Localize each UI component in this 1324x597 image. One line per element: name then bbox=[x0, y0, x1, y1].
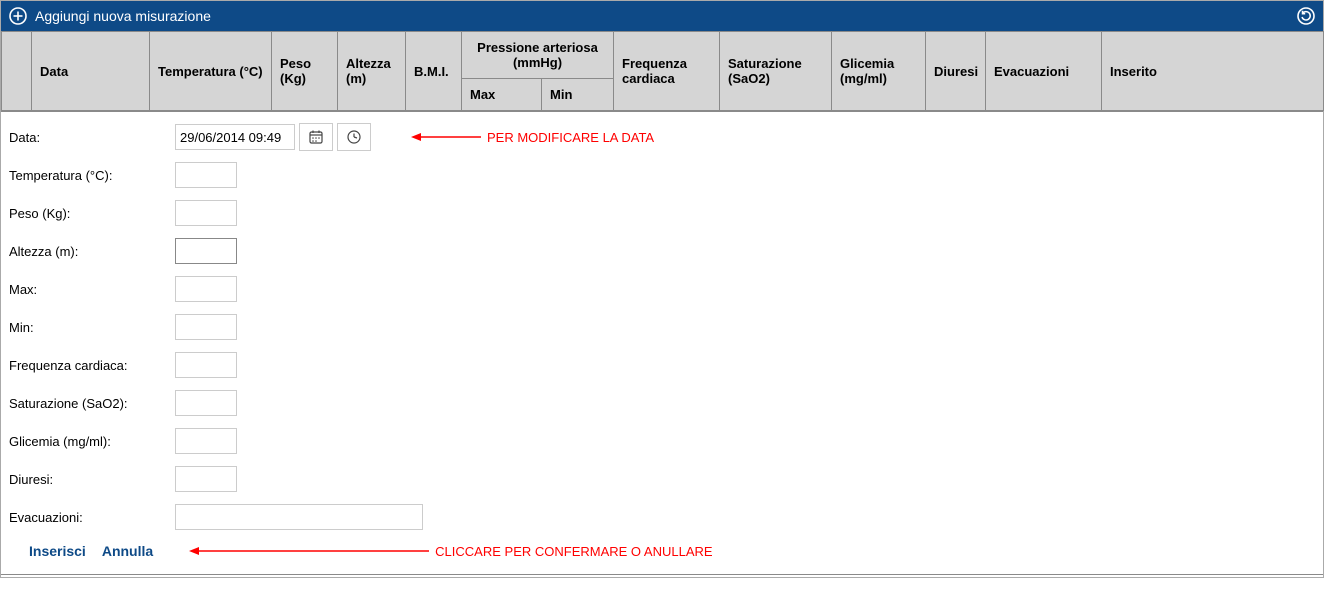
label-data: Data: bbox=[5, 130, 175, 145]
label-glic: Glicemia (mg/ml): bbox=[5, 434, 175, 449]
col-max: Max bbox=[462, 79, 542, 111]
label-altezza: Altezza (m): bbox=[5, 244, 175, 259]
freq-input[interactable] bbox=[175, 352, 237, 378]
insert-button[interactable]: Inserisci bbox=[29, 543, 86, 559]
altezza-input[interactable] bbox=[175, 238, 237, 264]
label-temp: Temperatura (°C): bbox=[5, 168, 175, 183]
titlebar-title: Aggiungi nuova misurazione bbox=[35, 8, 211, 24]
col-temp: Temperatura (°C) bbox=[150, 32, 272, 111]
annotation-actions: CLICCARE PER CONFERMARE O ANULLARE bbox=[189, 544, 712, 559]
column-header-table: Data Temperatura (°C) Peso (Kg) Altezza … bbox=[1, 31, 1324, 111]
calendar-icon[interactable] bbox=[299, 123, 333, 151]
annotation-date: PER MODIFICARE LA DATA bbox=[411, 130, 654, 145]
cancel-button[interactable]: Annulla bbox=[102, 543, 153, 559]
max-input[interactable] bbox=[175, 276, 237, 302]
sat-input[interactable] bbox=[175, 390, 237, 416]
label-peso: Peso (Kg): bbox=[5, 206, 175, 221]
col-sat: Saturazione (SaO2) bbox=[720, 32, 832, 111]
form-area: Data: PER MODIFICARE LA DATA Temperatura… bbox=[1, 111, 1323, 572]
label-diur: Diuresi: bbox=[5, 472, 175, 487]
col-peso: Peso (Kg) bbox=[272, 32, 338, 111]
col-evac: Evacuazioni bbox=[986, 32, 1102, 111]
col-pressione: Pressione arteriosa (mmHg) bbox=[462, 32, 614, 79]
add-icon[interactable] bbox=[7, 5, 29, 27]
panel: Aggiungi nuova misurazione Data Tempera bbox=[0, 0, 1324, 578]
col-expand bbox=[2, 32, 32, 111]
col-inserito: Inserito bbox=[1102, 32, 1324, 111]
peso-input[interactable] bbox=[175, 200, 237, 226]
bottom-rule bbox=[1, 574, 1323, 577]
col-min: Min bbox=[542, 79, 614, 111]
label-freq: Frequenza cardiaca: bbox=[5, 358, 175, 373]
col-glic: Glicemia (mg/ml) bbox=[832, 32, 926, 111]
min-input[interactable] bbox=[175, 314, 237, 340]
glic-input[interactable] bbox=[175, 428, 237, 454]
annotation-actions-text: CLICCARE PER CONFERMARE O ANULLARE bbox=[435, 544, 712, 559]
evac-input[interactable] bbox=[175, 504, 423, 530]
clock-icon[interactable] bbox=[337, 123, 371, 151]
col-altezza: Altezza (m) bbox=[338, 32, 406, 111]
annotation-date-text: PER MODIFICARE LA DATA bbox=[487, 130, 654, 145]
titlebar: Aggiungi nuova misurazione bbox=[1, 1, 1323, 31]
refresh-icon[interactable] bbox=[1295, 5, 1317, 27]
col-data: Data bbox=[32, 32, 150, 111]
data-input[interactable] bbox=[175, 124, 295, 150]
label-evac: Evacuazioni: bbox=[5, 510, 175, 525]
temp-input[interactable] bbox=[175, 162, 237, 188]
label-max: Max: bbox=[5, 282, 175, 297]
col-diuresi: Diuresi bbox=[926, 32, 986, 111]
label-sat: Saturazione (SaO2): bbox=[5, 396, 175, 411]
col-bmi: B.M.I. bbox=[406, 32, 462, 111]
label-min: Min: bbox=[5, 320, 175, 335]
col-freq: Frequenza cardiaca bbox=[614, 32, 720, 111]
diur-input[interactable] bbox=[175, 466, 237, 492]
